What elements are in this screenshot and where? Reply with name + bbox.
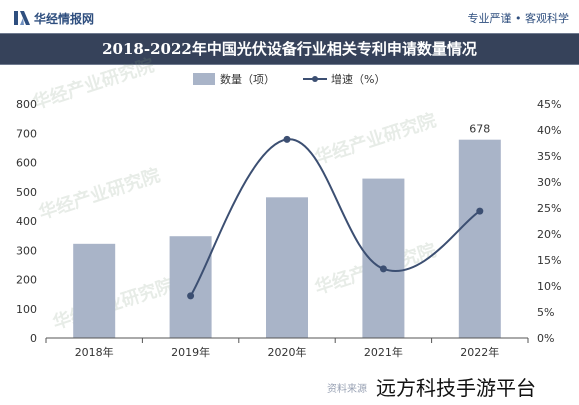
left-axis: 0 100 200 300 400 500 600 700 800 <box>16 98 37 345</box>
left-tick-label: 0 <box>30 332 37 345</box>
right-tick-label: 35% <box>537 150 561 163</box>
x-tick-label: 2020年 <box>268 345 307 359</box>
x-tick-label: 2019年 <box>171 345 210 359</box>
line-series <box>187 135 484 300</box>
left-tick-label: 100 <box>16 303 37 316</box>
brand-name: 华经情报网 <box>34 12 95 26</box>
x-tick-label: 2021年 <box>364 345 403 359</box>
chart-title-bar: 2018-2022年中国光伏设备行业相关专利申请数量情况 <box>0 33 579 65</box>
source-note: 资料来源 <box>327 384 367 395</box>
x-tick-label: 2018年 <box>75 345 114 359</box>
legend-line-label: 增速（%） <box>331 72 385 86</box>
right-tick-label: 5% <box>537 306 554 319</box>
legend-bar-label: 数量（项） <box>220 73 275 86</box>
x-axis: 2018年 2019年 2020年 2021年 2022年 <box>45 337 529 359</box>
line-point <box>476 207 484 215</box>
left-tick-label: 700 <box>16 127 37 140</box>
growth-line <box>189 138 481 297</box>
legend-line-marker <box>312 76 318 82</box>
bar <box>169 236 212 338</box>
right-tick-label: 45% <box>537 98 561 111</box>
right-tick-label: 0% <box>537 332 554 345</box>
left-tick-label: 600 <box>16 157 37 170</box>
bar <box>266 197 308 338</box>
right-tick-label: 10% <box>537 280 561 293</box>
x-tick-label: 2022年 <box>460 345 499 359</box>
left-tick-label: 400 <box>16 215 37 228</box>
bar-series: 678 <box>73 123 501 338</box>
right-tick-label: 15% <box>537 254 561 267</box>
right-tick-label: 30% <box>537 176 561 189</box>
overlay-caption: 远方科技手游平台 <box>374 372 538 401</box>
line-point <box>187 292 195 300</box>
right-axis: 0% 5% 10% 15% 20% 25% 30% 35% 40% 45% <box>537 98 561 345</box>
brand-slogan: 专业严谨 • 客观科学 <box>467 12 569 25</box>
line-point <box>379 265 387 273</box>
left-tick-label: 800 <box>16 98 37 111</box>
chart-title: 2018-2022年中国光伏设备行业相关专利申请数量情况 <box>102 40 477 58</box>
right-tick-label: 40% <box>537 124 561 137</box>
legend-bar-swatch <box>193 73 215 85</box>
top-bar: 华经情报网 专业严谨 • 客观科学 <box>0 0 579 33</box>
brand-logo-icon <box>14 11 30 25</box>
right-tick-label: 20% <box>537 228 561 241</box>
left-tick-label: 300 <box>16 244 37 257</box>
bar-data-label: 678 <box>469 123 490 136</box>
left-tick-label: 200 <box>16 274 37 287</box>
bar <box>73 243 116 338</box>
line-point <box>283 135 291 143</box>
right-tick-label: 25% <box>537 202 561 215</box>
legend: 数量（项） 增速（%） <box>193 72 385 86</box>
patent-chart: 数量（项） 增速（%） 0 100 200 300 400 500 600 700 800 0% 5… <box>16 72 561 359</box>
bar <box>458 139 501 338</box>
left-tick-label: 500 <box>16 186 37 199</box>
